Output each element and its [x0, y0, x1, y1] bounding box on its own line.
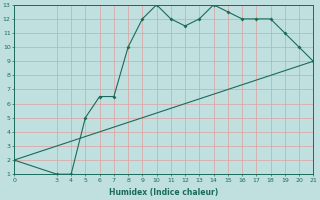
X-axis label: Humidex (Indice chaleur): Humidex (Indice chaleur): [109, 188, 218, 197]
